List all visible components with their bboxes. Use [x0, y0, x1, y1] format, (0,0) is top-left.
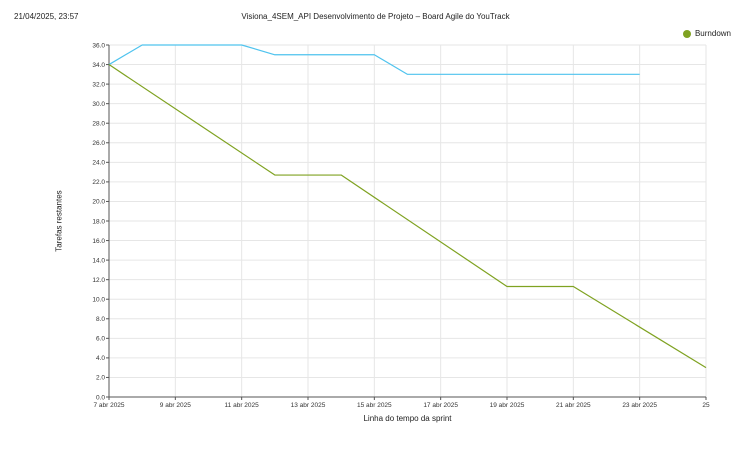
x-tick-label: 11 abr 2025: [225, 402, 260, 409]
print-timestamp: 21/04/2025, 23:57: [14, 12, 79, 21]
y-tick-label: 14.0: [92, 257, 105, 264]
page-title: Visiona_4SEM_API Desenvolvimento de Proj…: [241, 12, 510, 21]
x-tick-label: 7 abr 2025: [93, 402, 124, 409]
x-tick-label: 9 abr 2025: [160, 402, 191, 409]
x-tick-label: 21 abr 2025: [556, 402, 591, 409]
y-tick-label: 28.0: [92, 121, 105, 128]
y-tick-label: 0.0: [96, 394, 105, 401]
y-tick-label: 30.0: [92, 101, 105, 108]
y-tick-label: 36.0: [92, 42, 105, 49]
y-tick-label: 22.0: [92, 179, 105, 186]
y-tick-label: 6.0: [96, 336, 105, 343]
x-tick-label: 17 abr 2025: [423, 402, 458, 409]
y-tick-label: 26.0: [92, 140, 105, 147]
series-line-ideal: [108, 64, 707, 369]
legend-burndown-label: Burndown: [694, 29, 731, 38]
x-tick-label: 23 abr 2025: [622, 402, 657, 409]
y-tick-label: 16.0: [92, 238, 105, 245]
series-lines: [108, 44, 707, 369]
y-tick-label: 2.0: [96, 375, 105, 382]
series-line-remaining: [108, 44, 640, 75]
tick-labels: 0.0 2.0 4.0 6.0 8.0 10.0 12.0 14.0 16.0 18.0 20.0 2…: [92, 42, 710, 409]
y-tick-label: 12.0: [92, 277, 105, 284]
axes: [106, 44, 707, 400]
y-tick-label: 34.0: [92, 62, 105, 69]
y-tick-label: 24.0: [92, 160, 105, 167]
x-tick-label: 13 abr 2025: [291, 402, 326, 409]
y-tick-label: 4.0: [96, 355, 105, 362]
y-tick-label: 20.0: [92, 199, 105, 206]
x-axis-label: Linha do tempo da sprint: [363, 414, 452, 423]
legend-burndown-swatch: [682, 29, 691, 38]
chart-legend[interactable]: Burndown: [682, 29, 731, 38]
x-tick-label: 15 abr 2025: [357, 402, 392, 409]
y-tick-label: 32.0: [92, 81, 105, 88]
y-tick-label: 8.0: [96, 316, 105, 323]
x-tick-label: 25: [702, 402, 710, 409]
y-axis-label: Tarefas restantes: [54, 190, 64, 252]
x-tick-label: 19 abr 2025: [490, 402, 525, 409]
y-tick-label: 18.0: [92, 218, 105, 225]
y-tick-label: 10.0: [92, 297, 105, 304]
grid-lines: [108, 44, 707, 398]
